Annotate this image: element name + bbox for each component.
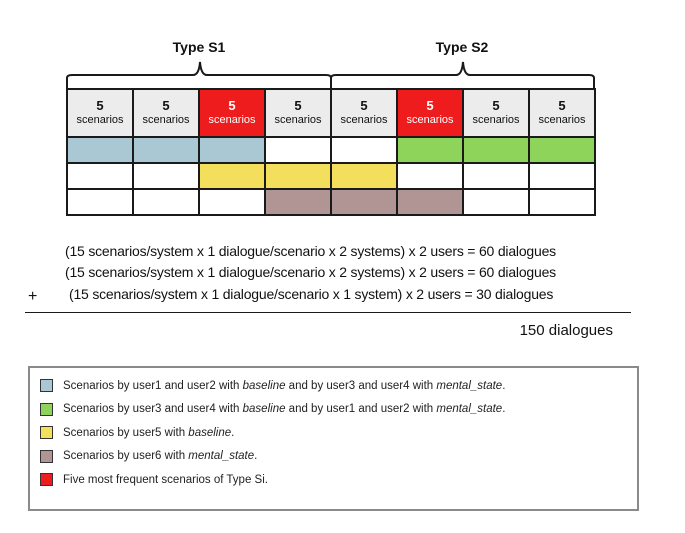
brace-type-s2 bbox=[330, 61, 595, 88]
grid-cell-brown bbox=[398, 190, 464, 216]
scenario-count: 5 bbox=[162, 98, 170, 114]
swatch-brown bbox=[40, 449, 53, 463]
grid-cell-blue bbox=[134, 138, 200, 164]
legend-text: Scenarios by user3 and user4 with baseli… bbox=[63, 403, 506, 416]
grid-cell-empty bbox=[530, 164, 596, 190]
legend-item-yellow: Scenarios by user5 with baseline. bbox=[40, 421, 627, 445]
grid-cell-empty bbox=[134, 190, 200, 216]
calculation-line: (15 scenarios/system x 1 dialogue/scenar… bbox=[65, 243, 556, 259]
sum-divider bbox=[25, 312, 631, 313]
grid-cell-yellow bbox=[332, 164, 398, 190]
scenario-label: scenarios bbox=[208, 114, 256, 127]
brace-type-s1 bbox=[66, 61, 332, 88]
grid-cell-empty bbox=[530, 190, 596, 216]
scenario-label: scenarios bbox=[538, 114, 586, 127]
legend-text: Scenarios by user5 with baseline. bbox=[63, 426, 235, 439]
header-cell-frequent: 5 scenarios bbox=[200, 90, 266, 138]
legend-text: Scenarios by user6 with mental_state. bbox=[63, 450, 258, 463]
grid-cell-yellow bbox=[200, 164, 266, 190]
swatch-green bbox=[40, 402, 53, 416]
scenario-label: scenarios bbox=[472, 114, 520, 127]
grid-cell-brown bbox=[266, 190, 332, 216]
grid-cell-green bbox=[398, 138, 464, 164]
scenario-count: 5 bbox=[558, 98, 566, 114]
grid-cell-blue bbox=[200, 138, 266, 164]
scenario-label: scenarios bbox=[142, 114, 190, 127]
header-cell: 5 scenarios bbox=[464, 90, 530, 138]
grid-cell-empty bbox=[398, 164, 464, 190]
type-s2-label: Type S2 bbox=[435, 39, 489, 55]
grid-cell-empty bbox=[134, 164, 200, 190]
header-cell: 5 scenarios bbox=[68, 90, 134, 138]
grid-cell-empty bbox=[68, 190, 134, 216]
swatch-yellow bbox=[40, 426, 53, 440]
legend-box: Scenarios by user1 and user2 with baseli… bbox=[28, 366, 639, 511]
grid-cell-empty bbox=[68, 164, 134, 190]
scenario-count: 5 bbox=[96, 98, 104, 114]
swatch-blue bbox=[40, 379, 53, 393]
grid-cell-empty bbox=[266, 138, 332, 164]
grid-cell-empty bbox=[464, 164, 530, 190]
header-cell: 5 scenarios bbox=[332, 90, 398, 138]
header-cell-frequent: 5 scenarios bbox=[398, 90, 464, 138]
scenario-count: 5 bbox=[426, 98, 434, 114]
legend-item-blue: Scenarios by user1 and user2 with baseli… bbox=[40, 374, 627, 398]
calculation-line: (15 scenarios/system x 1 dialogue/scenar… bbox=[69, 286, 554, 302]
scenario-label: scenarios bbox=[274, 114, 322, 127]
legend-text: Scenarios by user1 and user2 with baseli… bbox=[63, 379, 506, 392]
grid-cell-green bbox=[530, 138, 596, 164]
total-dialogues: 150 dialogues bbox=[519, 322, 613, 339]
grid-cell-empty bbox=[200, 190, 266, 216]
header-cell: 5 scenarios bbox=[266, 90, 332, 138]
calculation-line: (15 scenarios/system x 1 dialogue/scenar… bbox=[65, 264, 556, 280]
scenario-label: scenarios bbox=[76, 114, 124, 127]
scenario-count: 5 bbox=[294, 98, 302, 114]
swatch-red bbox=[40, 473, 53, 487]
grid-cell-green bbox=[464, 138, 530, 164]
grid-cell-empty bbox=[464, 190, 530, 216]
plus-operator: + bbox=[28, 288, 38, 305]
grid-cell-empty bbox=[332, 138, 398, 164]
legend-item-brown: Scenarios by user6 with mental_state. bbox=[40, 445, 627, 469]
scenario-count: 5 bbox=[492, 98, 500, 114]
scenario-grid: 5 scenarios 5 scenarios 5 scenarios 5 scenar… bbox=[66, 88, 596, 216]
header-cell: 5 scenarios bbox=[134, 90, 200, 138]
grid-cell-brown bbox=[332, 190, 398, 216]
legend-item-red: Five most frequent scenarios of Type Si. bbox=[40, 468, 627, 492]
scenario-count: 5 bbox=[360, 98, 368, 114]
legend-item-green: Scenarios by user3 and user4 with baseli… bbox=[40, 398, 627, 422]
scenario-count: 5 bbox=[228, 98, 236, 114]
scenario-label: scenarios bbox=[406, 114, 454, 127]
grouping-braces bbox=[66, 61, 595, 88]
scenario-label: scenarios bbox=[340, 114, 388, 127]
legend-text: Five most frequent scenarios of Type Si. bbox=[63, 473, 268, 486]
grid-cell-blue bbox=[68, 138, 134, 164]
header-cell: 5 scenarios bbox=[530, 90, 596, 138]
grid-cell-yellow bbox=[266, 164, 332, 190]
type-s1-label: Type S1 bbox=[172, 39, 226, 55]
